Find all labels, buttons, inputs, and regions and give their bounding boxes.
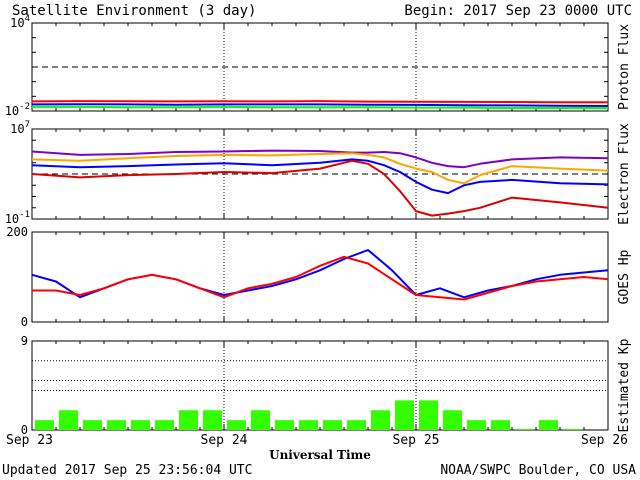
estimated-kp-bar — [131, 420, 150, 430]
electron-flux-y-tick-label: 107 — [10, 120, 30, 136]
electron-flux-series-blue — [31, 158, 609, 195]
x-tick-label: Sep 23 — [6, 433, 53, 448]
estimated-kp-y-label: Estimated Kp — [617, 338, 632, 432]
x-tick-label: Sep 26 — [581, 433, 628, 448]
goes-hp-panel: 200 0 GOES Hp — [6, 225, 632, 329]
source-label: NOAA/SWPC Boulder, CO USA — [440, 463, 636, 478]
estimated-kp-bar — [467, 420, 486, 430]
x-axis-title: Universal Time — [269, 448, 371, 462]
estimated-kp-bar — [443, 410, 462, 430]
estimated-kp-bar — [299, 420, 318, 430]
estimated-kp-bar — [563, 429, 582, 430]
estimated-kp-bar — [59, 410, 78, 430]
estimated-kp-bar — [35, 420, 54, 430]
estimated-kp-bar — [83, 420, 102, 430]
goes-hp-y-tick-label: 200 — [6, 225, 28, 239]
estimated-kp-bar — [539, 420, 558, 430]
estimated-kp-bar — [155, 420, 174, 430]
estimated-kp-bar — [179, 410, 198, 430]
updated-label: Updated 2017 Sep 25 23:56:04 UTC — [2, 463, 252, 478]
estimated-kp-bar — [347, 420, 366, 430]
goes-hp-series-blue — [31, 249, 609, 299]
estimated-kp-bar — [203, 410, 222, 430]
goes-hp-frame — [31, 231, 609, 323]
estimated-kp-bar — [227, 420, 246, 430]
proton-flux-y-label: Proton Flux — [617, 24, 632, 110]
estimated-kp-y-tick-label: 9 — [21, 334, 28, 348]
goes-hp-series-red — [32, 255, 609, 301]
x-tick-label: Sep 25 — [393, 433, 440, 448]
electron-flux-frame — [31, 128, 609, 220]
electron-flux-y-tick-label: 10-1 — [5, 210, 30, 226]
estimated-kp-bar — [275, 420, 294, 430]
estimated-kp-bar — [395, 400, 414, 430]
estimated-kp-y-tick-label: 0 — [21, 423, 28, 437]
proton-flux-y-tick-label: 10-2 — [5, 102, 30, 118]
electron-flux-y-label: Electron Flux — [617, 123, 632, 225]
estimated-kp-bar — [107, 420, 126, 430]
x-axis-labels: Sep 23 Sep 24 Sep 25 Sep 26 — [6, 433, 628, 448]
estimated-kp-panel: 9 0 Estimated Kp — [21, 334, 632, 437]
estimated-kp-bar — [371, 410, 390, 430]
proton-flux-y-tick-label: 104 — [10, 14, 30, 30]
x-tick-label: Sep 24 — [201, 433, 248, 448]
estimated-kp-frame — [31, 340, 609, 431]
electron-flux-series-dark_red — [31, 159, 609, 217]
chart-title: Satellite Environment (3 day) — [12, 3, 256, 19]
goes-hp-y-tick-label: 0 — [21, 315, 28, 329]
estimated-kp-bar — [251, 410, 270, 430]
estimated-kp-bar — [419, 400, 438, 430]
proton-flux-frame — [31, 22, 609, 112]
estimated-kp-bar — [323, 420, 342, 430]
proton-flux-series-green — [32, 105, 608, 109]
begin-label: Begin: 2017 Sep 23 0000 UTC — [404, 3, 632, 19]
estimated-kp-bar — [515, 429, 534, 430]
goes-hp-y-label: GOES Hp — [617, 249, 632, 304]
electron-flux-panel: 107 10-1 Electron Flux — [5, 120, 632, 226]
proton-flux-series-red — [31, 100, 609, 104]
proton-flux-panel: 104 10-2 Proton Flux — [5, 14, 632, 118]
proton-flux-series-blue — [31, 103, 609, 107]
electron-flux-series-orange — [31, 152, 609, 185]
electron-flux-series-purple — [31, 149, 609, 169]
estimated-kp-bar — [491, 420, 510, 430]
